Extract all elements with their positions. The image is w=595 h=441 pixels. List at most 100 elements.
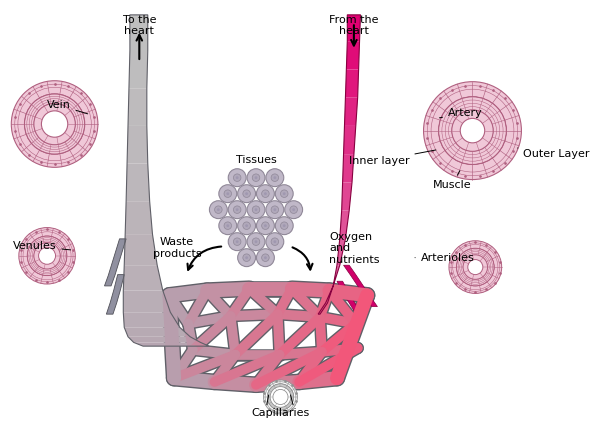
Circle shape bbox=[262, 190, 269, 198]
Circle shape bbox=[264, 256, 267, 259]
Circle shape bbox=[262, 222, 269, 229]
Text: Outer Layer: Outer Layer bbox=[518, 148, 590, 159]
Text: Tissues: Tissues bbox=[236, 155, 277, 165]
Polygon shape bbox=[333, 265, 340, 286]
Circle shape bbox=[228, 201, 246, 219]
Polygon shape bbox=[343, 126, 356, 154]
Circle shape bbox=[266, 233, 284, 250]
Circle shape bbox=[245, 256, 248, 259]
Circle shape bbox=[224, 190, 231, 198]
Circle shape bbox=[463, 255, 487, 279]
Circle shape bbox=[271, 206, 278, 213]
Polygon shape bbox=[134, 342, 209, 346]
Text: Artery: Artery bbox=[440, 108, 483, 118]
Polygon shape bbox=[130, 15, 148, 51]
Circle shape bbox=[280, 222, 288, 229]
Circle shape bbox=[34, 243, 60, 269]
Circle shape bbox=[236, 208, 239, 211]
Text: Muscle: Muscle bbox=[433, 171, 471, 191]
Circle shape bbox=[461, 118, 485, 143]
Circle shape bbox=[247, 169, 265, 187]
Circle shape bbox=[449, 241, 502, 293]
Text: Waste
products: Waste products bbox=[153, 237, 201, 259]
Circle shape bbox=[11, 81, 98, 167]
Polygon shape bbox=[343, 154, 354, 183]
Circle shape bbox=[439, 97, 506, 164]
Circle shape bbox=[266, 169, 284, 187]
Circle shape bbox=[243, 254, 250, 262]
Circle shape bbox=[219, 217, 237, 235]
Polygon shape bbox=[325, 286, 333, 303]
Polygon shape bbox=[128, 88, 147, 126]
Circle shape bbox=[274, 240, 276, 243]
Polygon shape bbox=[126, 164, 150, 201]
Circle shape bbox=[424, 82, 521, 179]
Circle shape bbox=[243, 222, 250, 229]
Circle shape bbox=[267, 384, 294, 410]
Circle shape bbox=[264, 224, 267, 227]
Polygon shape bbox=[345, 97, 358, 126]
Polygon shape bbox=[129, 51, 148, 88]
Circle shape bbox=[34, 103, 76, 145]
Circle shape bbox=[468, 260, 483, 275]
Circle shape bbox=[42, 111, 68, 137]
Circle shape bbox=[255, 176, 258, 179]
Circle shape bbox=[226, 192, 229, 195]
Circle shape bbox=[270, 387, 291, 407]
Circle shape bbox=[233, 174, 241, 181]
Circle shape bbox=[274, 208, 276, 211]
Polygon shape bbox=[343, 265, 377, 306]
Circle shape bbox=[217, 208, 220, 211]
Circle shape bbox=[233, 206, 241, 213]
Circle shape bbox=[228, 169, 246, 187]
Circle shape bbox=[245, 224, 248, 227]
Polygon shape bbox=[123, 265, 163, 291]
Circle shape bbox=[243, 190, 250, 198]
Circle shape bbox=[256, 249, 274, 267]
Text: From the
heart: From the heart bbox=[329, 15, 378, 37]
Circle shape bbox=[271, 238, 278, 246]
Circle shape bbox=[247, 201, 265, 219]
Circle shape bbox=[236, 240, 239, 243]
Circle shape bbox=[285, 201, 303, 219]
Polygon shape bbox=[337, 281, 365, 319]
Circle shape bbox=[237, 217, 255, 235]
Circle shape bbox=[255, 240, 258, 243]
Text: Inner layer: Inner layer bbox=[349, 150, 436, 166]
Polygon shape bbox=[127, 126, 148, 164]
Polygon shape bbox=[342, 183, 352, 211]
Text: Arterioles: Arterioles bbox=[415, 253, 474, 263]
Circle shape bbox=[226, 224, 229, 227]
Text: Vein: Vein bbox=[47, 100, 87, 114]
Circle shape bbox=[274, 176, 276, 179]
Circle shape bbox=[283, 192, 286, 195]
Circle shape bbox=[290, 206, 298, 213]
Circle shape bbox=[252, 174, 260, 181]
Circle shape bbox=[280, 190, 288, 198]
Text: Capillaries: Capillaries bbox=[251, 408, 309, 418]
Circle shape bbox=[247, 233, 265, 250]
Circle shape bbox=[452, 110, 493, 151]
Circle shape bbox=[236, 176, 239, 179]
Circle shape bbox=[39, 247, 55, 264]
Circle shape bbox=[283, 224, 286, 227]
Polygon shape bbox=[105, 239, 126, 286]
Polygon shape bbox=[346, 41, 359, 69]
Circle shape bbox=[237, 185, 255, 202]
Circle shape bbox=[19, 228, 76, 284]
Polygon shape bbox=[107, 275, 124, 314]
Polygon shape bbox=[123, 312, 180, 327]
Circle shape bbox=[228, 233, 246, 250]
Polygon shape bbox=[337, 239, 346, 265]
Circle shape bbox=[256, 185, 274, 202]
Circle shape bbox=[256, 217, 274, 235]
Polygon shape bbox=[124, 234, 157, 265]
Circle shape bbox=[245, 192, 248, 195]
Circle shape bbox=[266, 201, 284, 219]
Circle shape bbox=[273, 389, 288, 404]
Circle shape bbox=[252, 238, 260, 246]
Circle shape bbox=[275, 217, 293, 235]
Circle shape bbox=[255, 208, 258, 211]
Circle shape bbox=[237, 249, 255, 267]
Circle shape bbox=[292, 208, 295, 211]
